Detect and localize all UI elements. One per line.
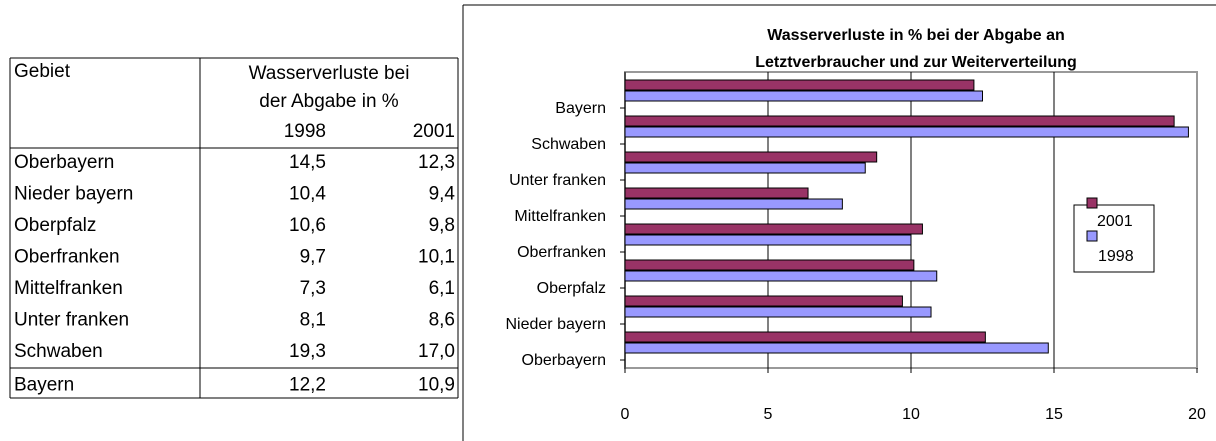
bar	[624, 151, 878, 163]
legend-marker	[1086, 197, 1098, 209]
x-tick-label: 0	[621, 406, 630, 423]
cell-region: Oberpfalz	[14, 215, 96, 236]
x-tick-label: 10	[902, 406, 920, 423]
y-tick-label: Nieder bayern	[506, 316, 607, 333]
header-region: Gebiet	[14, 61, 71, 82]
cell-region: Unter franken	[14, 310, 129, 331]
cell-value: 10,9	[418, 375, 455, 396]
legend-label: 2001	[1097, 213, 1133, 230]
cell-value: 9,7	[300, 247, 326, 268]
cell-region: Schwaben	[14, 341, 103, 362]
chart-frame	[462, 4, 1216, 441]
cell-value: 10,1	[418, 247, 455, 268]
header-year: 1998	[284, 121, 326, 142]
chart-title: Letztverbraucher und zur Weiterverteilun…	[755, 54, 1077, 71]
bar	[624, 126, 1189, 138]
legend-box	[1073, 204, 1155, 273]
cell-value: 6,1	[429, 278, 455, 299]
chart-title: Wasserverluste in % bei der Abgabe an	[767, 27, 1065, 44]
legend-marker	[1086, 230, 1098, 242]
cell-value: 10,4	[289, 184, 326, 205]
cell-value: 9,8	[429, 215, 455, 236]
cell-region: Nieder bayern	[14, 184, 133, 205]
bar	[624, 198, 843, 210]
legend-label: 1998	[1098, 248, 1134, 265]
cell-value: 10,6	[289, 215, 326, 236]
cell-value: 19,3	[289, 341, 326, 362]
cell-value: 14,5	[289, 152, 326, 173]
bar	[624, 331, 986, 343]
header-year: 2001	[413, 121, 455, 142]
bar	[624, 270, 938, 282]
y-tick-label: Oberbayern	[522, 352, 607, 369]
cell-value: 12,2	[289, 375, 326, 396]
cell-value: 7,3	[300, 278, 326, 299]
x-tick-label: 15	[1045, 406, 1063, 423]
bar	[624, 234, 912, 246]
y-tick-label: Oberfranken	[517, 244, 606, 261]
bar	[624, 259, 915, 271]
bar	[624, 162, 866, 174]
cell-value: 12,3	[418, 152, 455, 173]
bar	[624, 115, 1175, 127]
bar	[624, 306, 932, 318]
cell-region: Bayern	[14, 375, 74, 396]
cell-region: Oberfranken	[14, 247, 120, 268]
cell-region: Oberbayern	[14, 152, 114, 173]
y-tick-label: Mittelfranken	[514, 208, 606, 225]
bar	[624, 223, 923, 235]
header-measure: Wasserverluste bei	[249, 63, 410, 84]
bar	[624, 342, 1049, 354]
bar	[624, 295, 903, 307]
y-tick-label: Bayern	[555, 100, 606, 117]
cell-value: 17,0	[418, 341, 455, 362]
cell-region: Mittelfranken	[14, 278, 123, 299]
cell-value: 9,4	[429, 184, 456, 205]
y-tick-label: Schwaben	[531, 136, 606, 153]
cell-value: 8,6	[429, 310, 455, 331]
bar	[624, 187, 809, 199]
header-measure: der Abgabe in %	[259, 91, 399, 112]
x-tick-label: 20	[1188, 406, 1206, 423]
cell-value: 8,1	[300, 310, 326, 331]
bar	[624, 79, 975, 91]
y-tick-label: Oberpfalz	[537, 280, 606, 297]
table-grid	[9, 57, 459, 399]
y-tick-label: Unter franken	[509, 172, 606, 189]
x-tick-label: 5	[764, 406, 773, 423]
bar	[624, 90, 983, 102]
